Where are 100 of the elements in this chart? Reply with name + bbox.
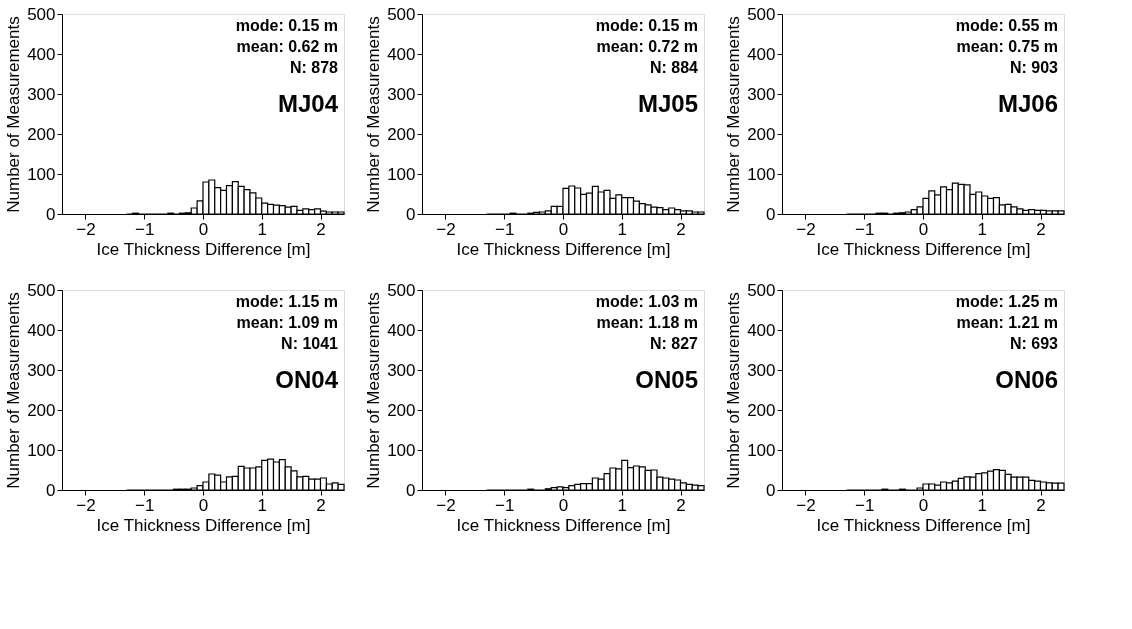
x-tick-label: −2 [436, 219, 456, 239]
x-axis-title: Ice Thickness Difference [m] [456, 515, 671, 535]
annotation: mode: 0.15 m [235, 17, 338, 34]
y-tick-label: 0 [46, 480, 56, 500]
x-tick-label: −1 [135, 219, 155, 239]
y-tick-label: 500 [747, 280, 776, 300]
y-tick-label: 400 [387, 44, 416, 64]
annotation: N: 693 [1009, 335, 1059, 352]
y-tick-label: 400 [27, 44, 56, 64]
y-tick-label: 200 [27, 124, 56, 144]
y-axis-title: Number of Measurements [724, 16, 744, 213]
x-tick-label: 0 [558, 219, 569, 239]
y-tick-label: 500 [27, 280, 56, 300]
y-axis-title: Number of Measurements [364, 16, 384, 213]
y-tick-label: 500 [387, 280, 416, 300]
x-tick-label: −2 [436, 495, 456, 515]
x-tick-label: 0 [558, 495, 569, 515]
y-tick-label: 100 [747, 440, 776, 460]
y-tick-label: 300 [27, 84, 56, 104]
x-tick-label: −1 [855, 495, 875, 515]
text: ON06 [995, 366, 1058, 393]
y-tick-label: 200 [27, 400, 56, 420]
text: MJ06 [997, 90, 1058, 117]
x-tick-label: 1 [977, 219, 987, 239]
x-tick-label: 0 [918, 219, 929, 239]
y-axis-title: Number of Measurements [364, 292, 384, 489]
annotation: mean: 0.75 m [956, 38, 1058, 55]
y-tick-label: 300 [747, 360, 776, 380]
annotation: mode: 1.15 m [235, 293, 338, 310]
text: ON04 [275, 366, 339, 393]
x-tick-label: −1 [135, 495, 155, 515]
x-axis-title: Ice Thickness Difference [m] [816, 239, 1031, 259]
x-tick-label: 2 [316, 495, 326, 515]
annotation: mode: 1.25 m [955, 293, 1058, 310]
y-tick-label: 0 [766, 480, 776, 500]
annotation: mode: 1.03 m [595, 293, 698, 310]
y-tick-label: 400 [27, 320, 56, 340]
x-axis-title: Ice Thickness Difference [m] [456, 239, 671, 259]
y-tick-label: 400 [747, 44, 776, 64]
x-tick-label: −2 [796, 495, 816, 515]
y-axis-title: Number of Measurements [4, 16, 24, 213]
text: MJ05 [637, 90, 698, 117]
x-tick-label: −1 [495, 495, 515, 515]
y-tick-label: 0 [46, 204, 56, 224]
x-tick-label: 0 [198, 495, 209, 515]
y-axis-title: Number of Measurements [724, 292, 744, 489]
x-tick-label: −2 [76, 219, 96, 239]
y-tick-label: 200 [747, 400, 776, 420]
y-tick-label: 0 [766, 204, 776, 224]
annotation: mode: 0.15 m [595, 17, 698, 34]
y-tick-label: 200 [387, 124, 416, 144]
x-tick-label: 0 [918, 495, 929, 515]
y-tick-label: 200 [747, 124, 776, 144]
x-tick-label: 1 [617, 495, 627, 515]
y-tick-label: 500 [27, 4, 56, 24]
x-tick-label: −2 [76, 495, 96, 515]
x-axis-title: Ice Thickness Difference [m] [816, 515, 1031, 535]
text: ON05 [635, 366, 698, 393]
x-tick-label: 2 [1036, 495, 1046, 515]
y-tick-label: 100 [27, 164, 56, 184]
y-tick-label: 0 [406, 204, 416, 224]
annotation: N: 827 [649, 335, 699, 352]
x-tick-label: 1 [257, 495, 267, 515]
y-tick-label: 300 [387, 84, 416, 104]
y-tick-label: 100 [387, 440, 416, 460]
annotation: mean: 1.09 m [236, 314, 338, 331]
y-tick-label: 0 [406, 480, 416, 500]
annotation: mean: 0.72 m [596, 38, 698, 55]
y-tick-label: 500 [747, 4, 776, 24]
x-tick-label: 2 [676, 219, 686, 239]
y-axis-title: Number of Measurements [4, 292, 24, 489]
annotation: mode: 0.55 m [955, 17, 1058, 34]
x-axis-title: Ice Thickness Difference [m] [96, 515, 311, 535]
x-tick-label: −2 [796, 219, 816, 239]
y-tick-label: 300 [387, 360, 416, 380]
annotation: N: 878 [289, 59, 339, 76]
x-tick-label: 2 [676, 495, 686, 515]
annotation: N: 1041 [281, 335, 339, 352]
x-tick-label: 2 [1036, 219, 1046, 239]
annotation: mean: 1.18 m [596, 314, 698, 331]
x-tick-label: 2 [316, 219, 326, 239]
y-tick-label: 100 [27, 440, 56, 460]
x-axis-title: Ice Thickness Difference [m] [96, 239, 311, 259]
x-tick-label: 1 [977, 495, 987, 515]
y-tick-label: 300 [747, 84, 776, 104]
x-tick-label: −1 [495, 219, 515, 239]
y-tick-label: 300 [27, 360, 56, 380]
y-tick-label: 500 [387, 4, 416, 24]
y-tick-label: 100 [747, 164, 776, 184]
y-tick-label: 400 [747, 320, 776, 340]
y-tick-label: 400 [387, 320, 416, 340]
annotation: mean: 1.21 m [956, 314, 1058, 331]
x-tick-label: 1 [617, 219, 627, 239]
y-tick-label: 100 [387, 164, 416, 184]
y-tick-label: 200 [387, 400, 416, 420]
x-tick-label: 1 [257, 219, 267, 239]
annotation: N: 903 [1009, 59, 1059, 76]
x-tick-label: 0 [198, 219, 209, 239]
annotation: N: 884 [649, 59, 699, 76]
x-tick-label: −1 [855, 219, 875, 239]
